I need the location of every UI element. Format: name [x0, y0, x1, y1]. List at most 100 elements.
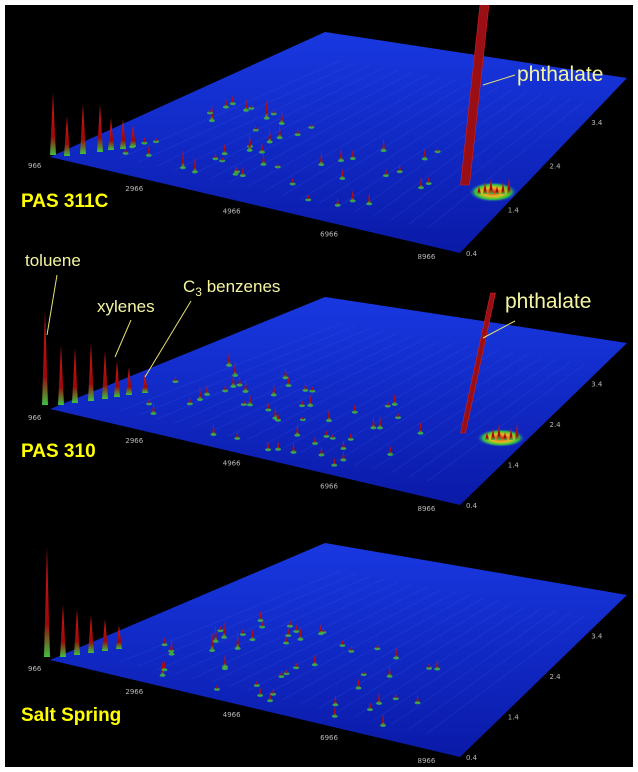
- minor-peak: [368, 702, 372, 710]
- volatile-peak: [72, 348, 78, 403]
- minor-peak: [398, 164, 402, 172]
- minor-peak: [211, 423, 215, 435]
- minor-peak: [231, 94, 235, 104]
- cluster-peak: [477, 186, 481, 194]
- surface-ridge: [192, 332, 399, 429]
- peak-base: [308, 125, 315, 129]
- surface-ridge: [228, 586, 428, 688]
- minor-peak: [213, 153, 217, 159]
- minor-peak: [220, 157, 224, 161]
- surface-ridge: [264, 591, 456, 696]
- surface-ridge: [119, 570, 342, 663]
- cluster-peak: [515, 424, 519, 440]
- minor-peak: [268, 692, 272, 701]
- minor-peak: [310, 386, 314, 392]
- annotation-leader: [114, 319, 132, 358]
- minor-peak: [268, 127, 272, 142]
- minor-peak: [233, 360, 237, 376]
- minor-peak: [436, 147, 440, 152]
- volatile-peak: [97, 104, 103, 152]
- y-tick-label: 1.4: [508, 462, 520, 470]
- minor-peak: [284, 636, 288, 643]
- surface-ridge: [246, 76, 442, 188]
- minor-peak: [154, 137, 158, 142]
- minor-peak: [377, 692, 381, 704]
- minor-peak: [394, 693, 398, 699]
- minor-peak: [382, 138, 386, 151]
- cluster-peak: [503, 432, 507, 440]
- annotation-label: phthalate: [517, 63, 603, 86]
- x-tick-label: 6966: [320, 482, 338, 490]
- x-tick-label: 4966: [223, 460, 241, 468]
- minor-peak: [266, 441, 270, 450]
- minor-peak: [276, 441, 280, 450]
- minor-peak: [351, 149, 355, 159]
- minor-peak: [381, 713, 385, 726]
- phthalate-peak: [460, 292, 496, 434]
- x-tick-label: 2966: [125, 185, 143, 193]
- volatile-peak: [108, 118, 114, 150]
- minor-peak: [300, 400, 304, 406]
- minor-peak: [301, 416, 305, 420]
- minor-peak: [244, 379, 248, 392]
- minor-peak: [181, 149, 185, 168]
- surface-plane: [50, 543, 627, 757]
- annotation-label: phthalate: [505, 290, 591, 313]
- x-tick-label: 4966: [223, 711, 241, 719]
- surface-ridge: [300, 84, 485, 200]
- minor-peak: [416, 694, 420, 703]
- minor-peak: [188, 397, 192, 404]
- minor-peak: [286, 627, 290, 636]
- minor-peak: [124, 146, 128, 154]
- surface-ridge: [264, 79, 456, 192]
- minor-peak: [321, 629, 325, 633]
- cluster-peak: [497, 424, 501, 440]
- minor-peak: [394, 647, 398, 658]
- surface-ridge: [318, 599, 499, 709]
- minor-peak: [162, 660, 166, 670]
- minor-peak: [427, 663, 431, 669]
- minor-peak: [248, 393, 252, 405]
- minor-peak: [371, 416, 375, 428]
- surface-ridge: [300, 597, 485, 705]
- volatile-peak: [116, 625, 122, 649]
- cluster-peak: [509, 428, 513, 440]
- y-tick-label: 1.4: [508, 206, 520, 214]
- volatile-peak: [88, 343, 94, 401]
- minor-peak: [273, 405, 277, 419]
- annotation-label: xylenes: [97, 297, 155, 316]
- cluster-peak: [507, 178, 511, 194]
- cluster-peak: [489, 178, 493, 194]
- minor-peak: [250, 628, 254, 640]
- cluster-peak: [483, 182, 487, 194]
- minor-peak: [142, 137, 146, 144]
- minor-peak: [235, 431, 239, 439]
- surface-ridge: [390, 610, 557, 726]
- minor-peak: [276, 413, 280, 421]
- minor-peak: [231, 373, 235, 387]
- phthalate-cluster: [469, 182, 517, 202]
- minor-peak: [258, 687, 262, 696]
- minor-peak: [208, 109, 212, 113]
- minor-peak: [294, 662, 298, 668]
- minor-peak: [272, 109, 276, 114]
- volatile-peak: [64, 116, 70, 156]
- minor-peak: [419, 176, 423, 188]
- surface-ridge: [156, 64, 370, 167]
- minor-peak: [435, 659, 439, 670]
- minor-peak: [378, 415, 382, 428]
- minor-peak: [238, 376, 242, 386]
- minor-peak: [265, 99, 269, 119]
- y-tick-label: 3.4: [591, 381, 603, 389]
- minor-peak: [303, 382, 307, 391]
- minor-peak: [205, 384, 209, 395]
- surface-ridge: [246, 339, 442, 441]
- minor-peak: [349, 645, 353, 652]
- x-tick-label: 4966: [223, 208, 241, 216]
- minor-peak: [418, 421, 422, 434]
